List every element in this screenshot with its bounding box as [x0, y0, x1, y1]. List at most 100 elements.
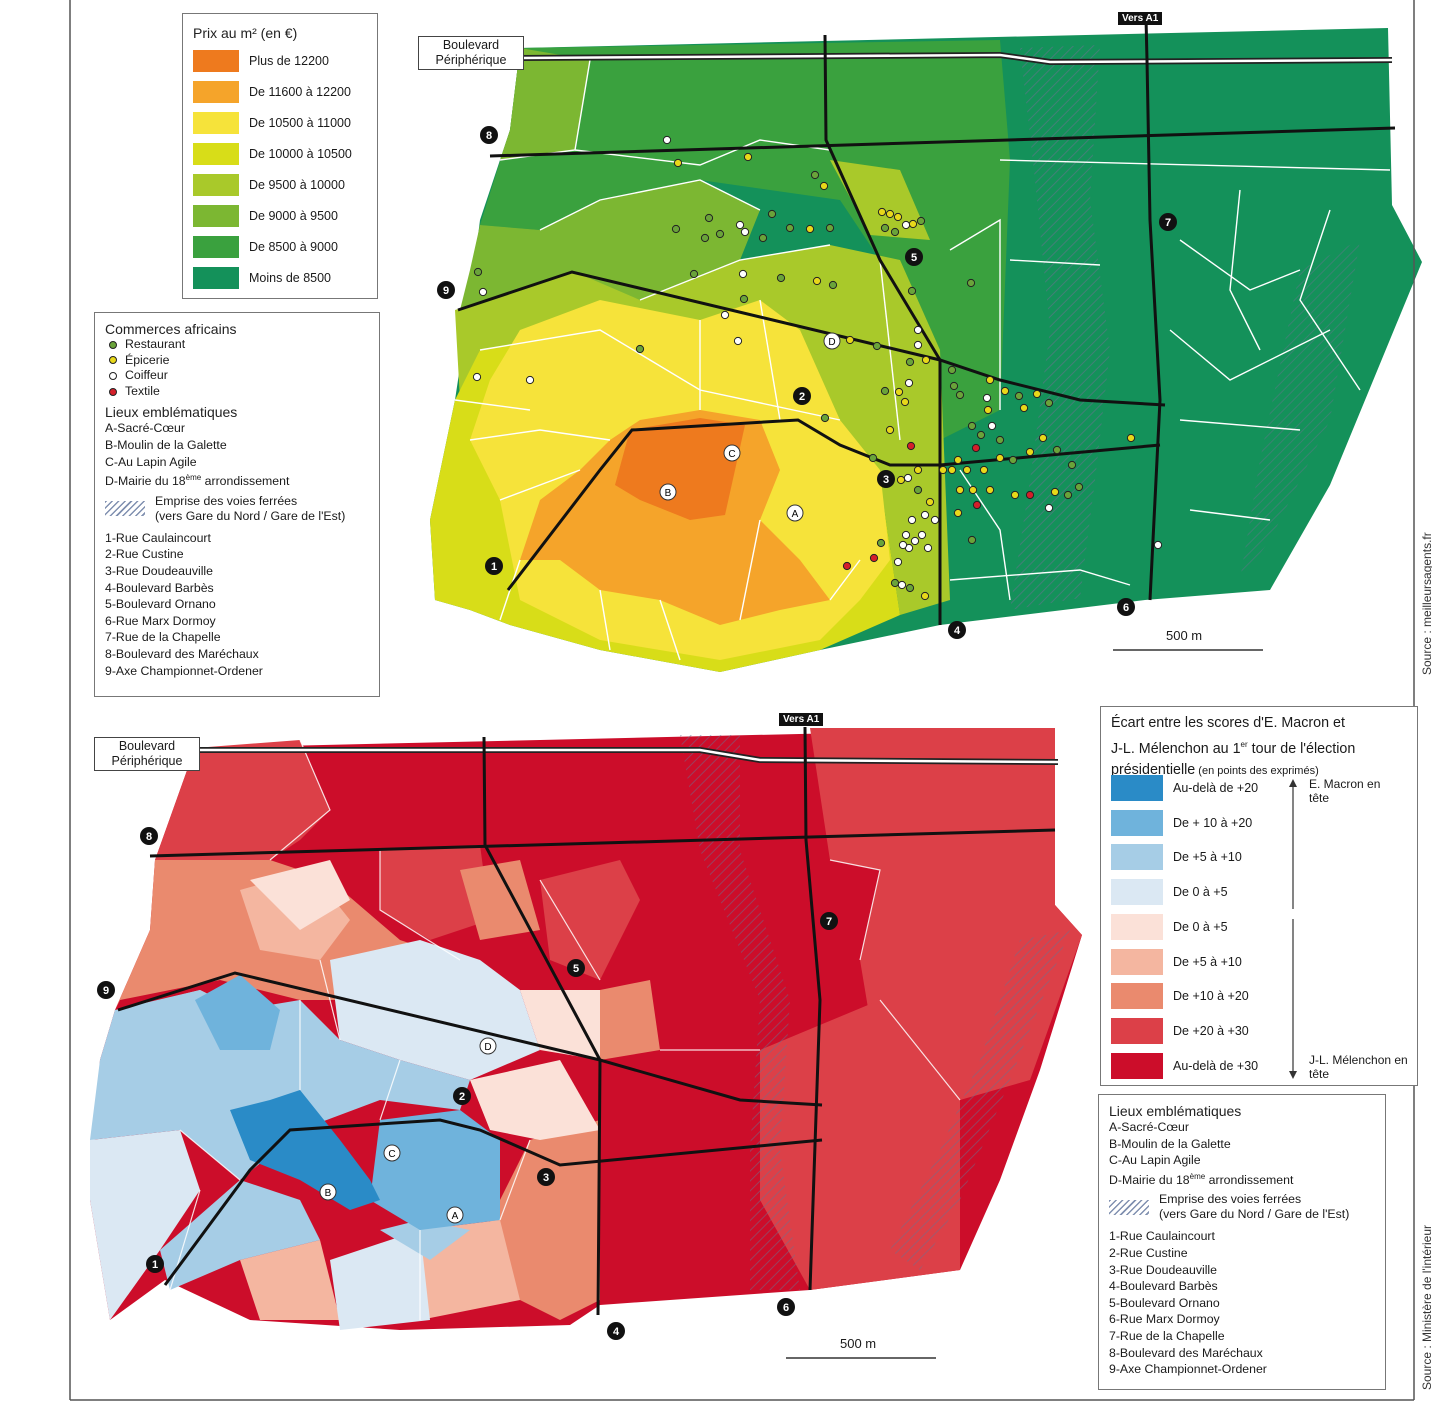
rail-legend-item: Emprise des voies ferrées (vers Gare du N…	[1109, 1192, 1375, 1222]
svg-text:3: 3	[543, 1172, 549, 1184]
shop-point	[1025, 490, 1035, 500]
bottom-places: A B C D	[319, 1037, 497, 1224]
shop-point	[828, 280, 838, 290]
rail-legend-item: Emprise des voies ferrées (vers Gare du N…	[105, 494, 369, 524]
shop-point	[825, 223, 835, 233]
svg-text:8: 8	[146, 831, 152, 843]
shop-point	[869, 553, 879, 563]
commerce-legend: Commerces africains Restaurant Épicerie Co…	[94, 312, 380, 697]
shop-point	[907, 286, 917, 296]
bottom-zone	[600, 980, 660, 1060]
place-item: C-Au Lapin Agile	[1109, 1153, 1201, 1168]
bottom-zone	[380, 845, 490, 940]
shop-point	[893, 212, 903, 222]
shop-point	[743, 152, 753, 162]
top-places: A B C D	[659, 332, 841, 522]
shop-point	[913, 340, 923, 350]
ecart-legend-row: De +10 à +20	[1111, 983, 1249, 1010]
shop-point	[967, 535, 977, 545]
shop-point	[842, 561, 852, 571]
shop-point	[966, 278, 976, 288]
top-rail-hatch	[1010, 45, 1110, 610]
shop-point	[1153, 540, 1163, 550]
shop-point	[904, 378, 914, 388]
commerce-legend-item: Épicerie	[105, 353, 369, 369]
shop-point	[898, 540, 908, 550]
shop-point	[1063, 490, 1073, 500]
legend-label: De 8500 à 9000	[249, 240, 338, 254]
commerce-dot-icon	[109, 371, 117, 380]
shop-point	[916, 216, 926, 226]
ecart-legend-row: De 0 à +5	[1111, 913, 1228, 940]
shop-point	[949, 381, 959, 391]
legend-swatch	[193, 174, 239, 196]
shop-point	[805, 224, 815, 234]
price-legend-row: Moins de 8500	[193, 267, 331, 289]
top-lieux-title: Lieux emblématiques	[105, 404, 238, 421]
legend-label: De 10500 à 11000	[249, 116, 351, 130]
shop-point	[987, 421, 997, 431]
street-item: 9-Axe Championnet-Ordener	[105, 663, 263, 678]
top-place-D: D	[828, 337, 835, 348]
ecart-legend-row: De +5 à +10	[1111, 948, 1242, 975]
shop-point	[913, 485, 923, 495]
shop-point	[1025, 447, 1035, 457]
shop-point	[976, 430, 986, 440]
shop-point	[905, 583, 915, 593]
shop-point	[983, 405, 993, 415]
shop-point	[985, 485, 995, 495]
shop-point	[739, 294, 749, 304]
shop-point	[913, 325, 923, 335]
top-lieux-list: A-Sacré-Cœur B-Moulin de la Galette C-Au L…	[105, 420, 369, 679]
shop-point	[903, 473, 913, 483]
shop-point	[767, 209, 777, 219]
shop-point	[917, 530, 927, 540]
street-item: 7-Rue de la Chapelle	[1109, 1329, 1225, 1344]
commerce-dot-icon	[109, 356, 117, 365]
shop-point	[715, 229, 725, 239]
legend-label: De 9000 à 9500	[249, 209, 338, 223]
shop-point	[785, 223, 795, 233]
bottom-rail-hatch	[890, 930, 1070, 1270]
svg-text:4: 4	[954, 625, 961, 637]
shop-point	[908, 219, 918, 229]
legend-label: De +5 à +10	[1173, 850, 1242, 865]
shop-point	[893, 557, 903, 567]
price-legend-row: De 10500 à 11000	[193, 112, 351, 134]
bottom-zone	[195, 975, 280, 1050]
legend-label: De 0 à +5	[1173, 885, 1228, 900]
street-item: 2-Rue Custine	[105, 547, 184, 562]
bottom-lieux-legend: Lieux emblématiques A-Sacré-Cœur B-Moulin…	[1098, 1094, 1386, 1390]
shop-point	[1074, 482, 1084, 492]
street-item: 5-Boulevard Ornano	[1109, 1295, 1220, 1310]
bottom-peripherique-label: Boulevard Périphérique	[94, 737, 200, 771]
top-place-A: A	[792, 509, 799, 520]
shop-point	[819, 181, 829, 191]
legend-swatch	[193, 267, 239, 289]
svg-text:5: 5	[911, 252, 917, 264]
bottom-lieux-title: Lieux emblématiques	[1109, 1103, 1242, 1119]
bottom-vers-a1: Vers A1	[779, 713, 824, 726]
ecart-legend-row: Au-delà de +30	[1111, 1052, 1258, 1079]
shop-point	[735, 220, 745, 230]
legend-label: De 11600 à 12200	[249, 85, 351, 99]
street-item: 8-Boulevard des Maréchaux	[105, 647, 259, 661]
top-zone	[615, 418, 745, 520]
shop-point	[968, 485, 978, 495]
shop-point	[905, 357, 915, 367]
shop-point	[925, 497, 935, 507]
ecart-legend-row: De +5 à +10	[1111, 844, 1242, 871]
shop-point	[1067, 460, 1077, 470]
bottom-zone	[460, 860, 540, 940]
shop-point	[671, 224, 681, 234]
legend-swatch	[1111, 983, 1163, 1010]
top-street-markers: 1 2 3 4 5 6 7 8 9	[437, 126, 1177, 639]
legend-label: De 0 à +5	[1173, 919, 1228, 934]
shop-point	[472, 372, 482, 382]
legend-swatch	[193, 50, 239, 72]
top-boundaries	[454, 59, 1391, 661]
legend-swatch	[193, 205, 239, 227]
shop-point	[910, 536, 920, 546]
commerce-dot-icon	[109, 340, 117, 349]
street-item: 2-Rue Custine	[1109, 1246, 1188, 1261]
